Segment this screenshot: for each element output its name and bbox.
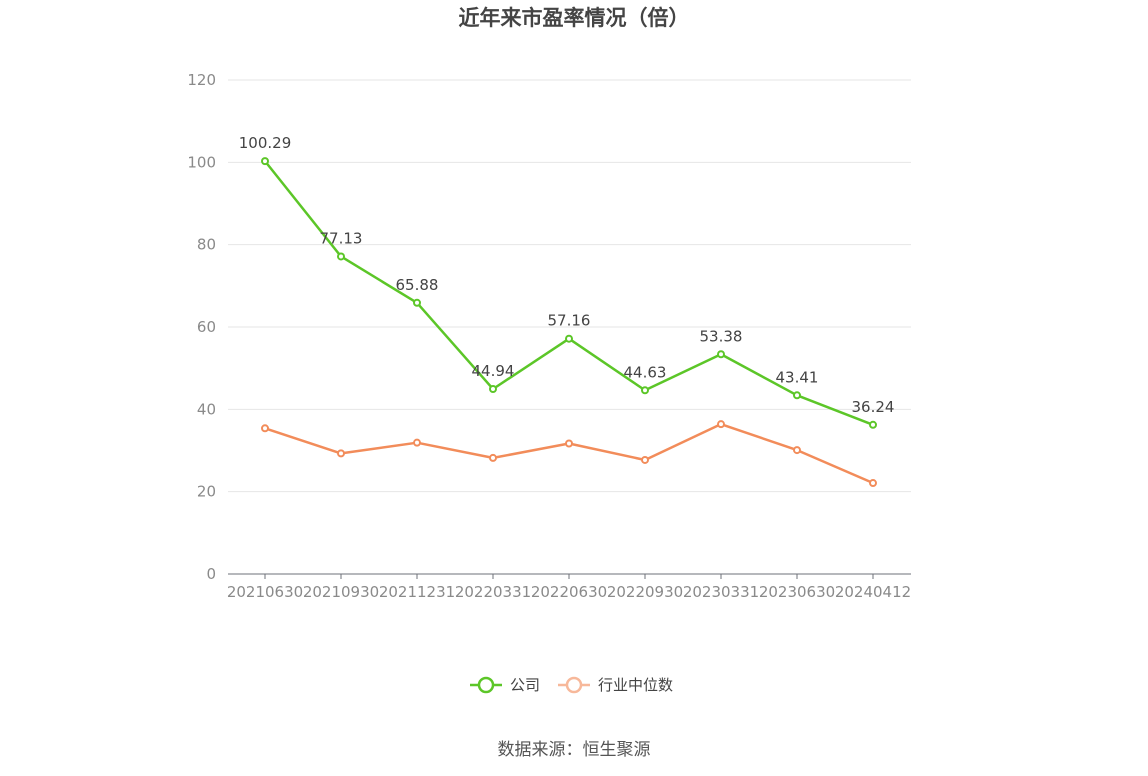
legend-label: 公司	[510, 676, 540, 694]
series-line-industry-median	[264, 422, 874, 485]
x-tick-label: 20210930	[303, 583, 379, 601]
company-data-label: 36.24	[852, 398, 895, 416]
y-tick-label: 40	[197, 400, 216, 418]
x-tick-label: 20220331	[455, 583, 531, 601]
company-data-label: 57.16	[548, 312, 591, 330]
company-data-label: 44.63	[624, 363, 667, 381]
industry-median-point	[337, 449, 345, 458]
company-data-label: 53.38	[700, 327, 743, 345]
legend-item-industry-median: 行业中位数	[558, 676, 673, 694]
series-lines	[261, 157, 877, 488]
chart-title: 近年来市盈率情况（倍）	[459, 6, 690, 30]
industry-median-point	[261, 424, 269, 433]
legend-marker	[477, 676, 495, 694]
x-tick-label: 20211231	[379, 583, 455, 601]
company-data-label: 100.29	[239, 134, 292, 152]
industry-median-point	[413, 438, 421, 447]
company-point	[337, 252, 345, 261]
legend-marker	[565, 676, 583, 694]
x-tick-label: 20240412	[835, 583, 911, 601]
legend: 公司 行业中位数	[470, 676, 673, 694]
company-point	[641, 386, 649, 395]
y-tick-label: 80	[197, 236, 216, 254]
x-tick-label: 20220630	[531, 583, 607, 601]
x-tick-label: 20230331	[683, 583, 759, 601]
company-data-label: 44.94	[472, 362, 515, 380]
y-tick-label: 100	[187, 153, 216, 171]
x-tick-label: 20220930	[607, 583, 683, 601]
data-labels: 100.29 77.13 65.88 44.94 57.16 44.63 53.38 43.4…	[239, 134, 895, 416]
industry-median-point	[641, 455, 649, 464]
company-point	[565, 334, 573, 343]
grid-lines	[228, 79, 911, 493]
source-note: 数据来源：恒生聚源	[498, 740, 651, 760]
company-point	[717, 350, 725, 359]
industry-median-point	[717, 420, 725, 429]
company-data-label: 77.13	[320, 229, 363, 247]
company-data-label: 43.41	[776, 368, 819, 386]
company-point	[413, 298, 421, 307]
company-point	[793, 391, 801, 400]
industry-median-point	[489, 453, 497, 462]
company-point	[489, 384, 497, 393]
industry-median-point	[793, 446, 801, 455]
y-tick-label: 0	[206, 565, 216, 583]
industry-median-point	[565, 439, 573, 448]
company-point	[869, 420, 877, 429]
company-point	[261, 157, 269, 166]
y-tick-label: 120	[187, 71, 216, 89]
industry-median-point	[869, 479, 877, 488]
company-data-label: 65.88	[396, 276, 439, 294]
legend-label: 行业中位数	[598, 676, 673, 694]
x-tick-label: 20210630	[227, 583, 303, 601]
legend-item-company: 公司	[470, 676, 540, 694]
x-tick-label: 20230630	[759, 583, 835, 601]
y-tick-label: 60	[197, 318, 216, 336]
y-tick-label: 20	[197, 483, 216, 501]
